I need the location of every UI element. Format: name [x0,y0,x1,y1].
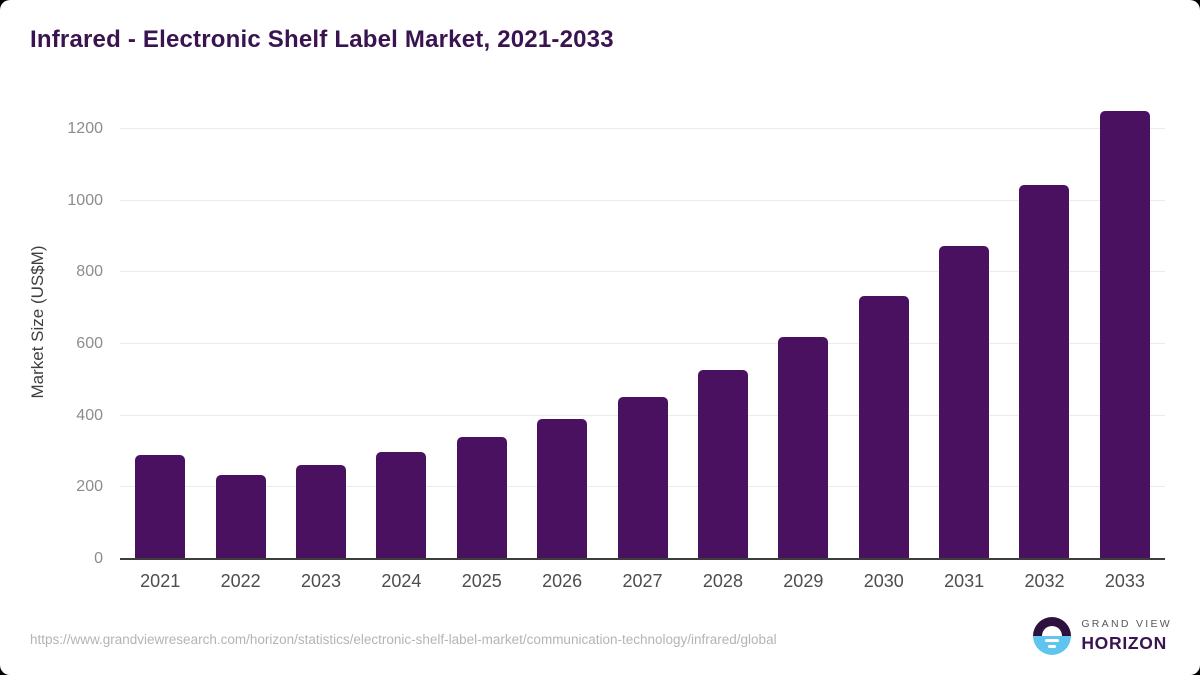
bar-2021 [135,455,186,559]
bar-2030 [858,295,909,559]
bar-2024 [376,452,427,559]
bar-slot: 2021 [120,111,200,591]
bar-slot: 2033 [1085,111,1165,591]
bar-2032 [1019,185,1070,559]
x-tick-label: 2029 [783,571,824,591]
gridline [120,199,1165,201]
horizon-logo-icon [1033,617,1072,655]
bar-slot: 2030 [844,111,924,591]
bar-slot: 2028 [683,111,763,591]
bar-2029 [778,336,829,559]
bar-2025 [456,437,507,559]
y-tick-label: 400 [76,406,103,424]
gridline [120,271,1165,273]
bar-2031 [939,246,990,559]
source-url: https://www.grandviewresearch.com/horizo… [30,632,777,647]
bar-2023 [295,464,346,559]
bar-slot: 2027 [602,111,682,591]
bar-slot: 2026 [522,111,602,591]
y-tick-label: 0 [94,550,103,567]
x-tick-label: 2025 [461,571,502,591]
chart-title: Infrared - Electronic Shelf Label Market… [30,26,614,53]
gridline [120,342,1165,344]
logo-text-horizon: HORIZON [1081,633,1167,653]
bar-2022 [215,474,266,559]
logo-text: GRAND VIEW HORIZON [1081,618,1172,654]
x-tick-label: 2027 [622,571,663,591]
y-tick-label: 600 [76,334,103,352]
bar-slot: 2032 [1004,111,1084,591]
bar-2033 [1099,111,1150,559]
y-tick-label: 1000 [67,191,103,209]
bar-slot: 2022 [200,111,280,591]
bar-2026 [537,418,588,559]
x-tick-label: 2030 [863,571,904,591]
x-tick-label: 2024 [381,571,422,591]
logo-reflection-line [1045,639,1060,642]
bar-slot: 2029 [763,111,843,591]
x-tick-label: 2021 [140,571,181,591]
bar-slot: 2025 [442,111,522,591]
bar-2027 [617,397,668,559]
logo-reflection-line [1048,644,1057,648]
x-tick-label: 2031 [944,571,985,591]
logo-text-grand-view: GRAND VIEW [1081,618,1172,630]
bar-slot: 2024 [361,111,441,591]
bar-slot: 2023 [281,111,361,591]
grandview-horizon-logo: GRAND VIEW HORIZON [1033,617,1172,655]
x-tick-label: 2032 [1024,571,1065,591]
logo-sun-icon [1042,626,1063,636]
y-tick-label: 1200 [67,119,103,137]
bar-2028 [697,370,748,559]
y-tick-label: 200 [76,478,103,496]
x-tick-label: 2023 [300,571,341,591]
plot-area: 0 200 400 600 800 1000 1200 2021 2022 2023 2024 20… [67,111,1165,591]
gridline [120,127,1165,129]
y-tick-label: 800 [76,263,103,281]
bars-container: 2021 2022 2023 2024 2025 2026 2027 2028 2029 2030… [120,111,1165,591]
bar-slot: 2031 [924,111,1004,591]
x-tick-label: 2026 [542,571,583,591]
x-tick-label: 2022 [220,571,261,591]
x-axis-line [120,558,1165,560]
x-tick-label: 2028 [702,571,743,591]
x-tick-label: 2033 [1104,571,1145,591]
